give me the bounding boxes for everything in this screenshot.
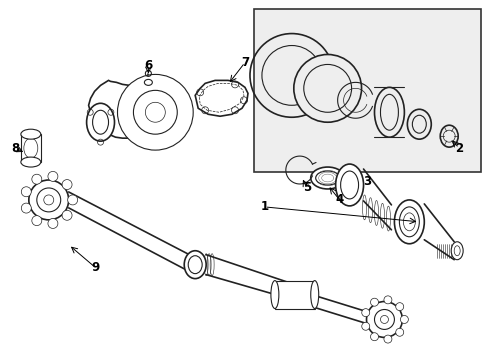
Circle shape [383,296,391,304]
Ellipse shape [86,103,114,141]
Ellipse shape [310,167,344,189]
Text: 6: 6 [144,59,152,72]
Circle shape [395,303,403,311]
Polygon shape [88,80,180,138]
Circle shape [62,210,72,220]
Circle shape [117,75,193,150]
Bar [253,9,480,172]
Circle shape [48,171,58,181]
Circle shape [29,180,68,220]
Circle shape [48,219,58,229]
Circle shape [366,302,402,337]
Circle shape [370,333,378,341]
Text: 5: 5 [302,181,310,194]
Bar [21,134,41,162]
Text: 3: 3 [363,175,371,189]
Circle shape [370,298,378,306]
Circle shape [21,187,31,197]
Ellipse shape [394,200,424,244]
Circle shape [32,174,41,184]
Ellipse shape [335,164,363,206]
Circle shape [21,203,31,213]
Circle shape [361,322,369,330]
Ellipse shape [21,129,41,139]
Text: 8: 8 [11,141,19,155]
Circle shape [67,195,78,205]
Bar [274,280,314,309]
Ellipse shape [439,125,457,147]
Ellipse shape [374,87,404,137]
Text: 2: 2 [454,141,462,155]
Circle shape [383,335,391,343]
Polygon shape [195,80,247,116]
Circle shape [293,54,361,122]
Ellipse shape [310,280,318,309]
Circle shape [361,309,369,317]
Text: 7: 7 [241,56,248,69]
Ellipse shape [21,157,41,167]
Circle shape [62,180,72,189]
Circle shape [400,315,407,323]
Circle shape [32,216,41,226]
Ellipse shape [270,280,278,309]
Ellipse shape [450,242,462,260]
Text: 1: 1 [260,201,268,213]
Ellipse shape [407,109,430,139]
Text: 9: 9 [91,261,100,274]
Circle shape [395,328,403,336]
Ellipse shape [184,251,206,279]
Text: 4: 4 [335,193,343,206]
Ellipse shape [144,80,152,85]
